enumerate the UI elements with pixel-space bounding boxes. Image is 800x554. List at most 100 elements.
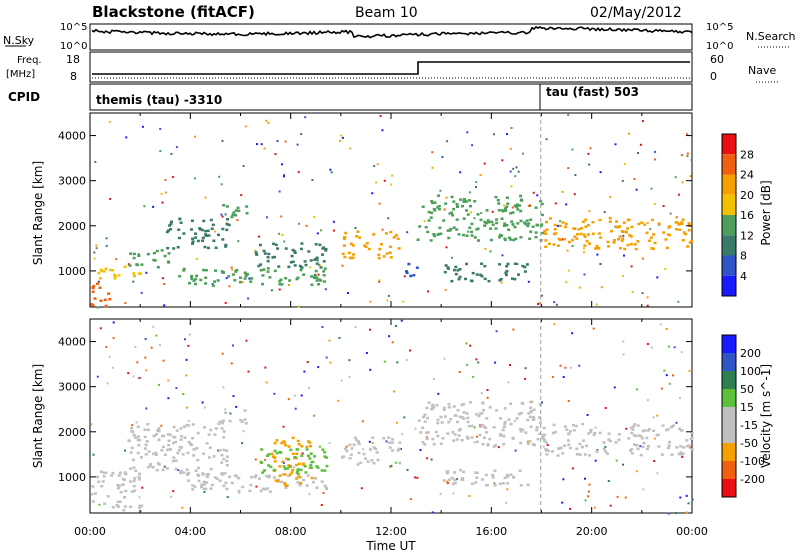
velocity-echo-pixel-3: [218, 479, 222, 482]
power-echo-pixel-6: [322, 260, 326, 263]
velocity-noise-pixel: [362, 448, 365, 451]
power-noise-pixel: [159, 127, 162, 130]
velocity-echo-pixel-7: [430, 407, 434, 411]
power-echo-pixel-11: [564, 222, 568, 226]
velocity-echo-pixel-9: [554, 430, 557, 434]
velocity-noise-pixel: [255, 485, 258, 488]
power-echo-pixel-5: [222, 271, 225, 274]
power-noise-pixel: [283, 174, 286, 177]
velocity-echo-pixel-5: [289, 465, 292, 468]
velocity-noise-pixel: [609, 504, 612, 507]
power-echo-pixel-9: [489, 238, 493, 242]
power-noise-pixel: [145, 271, 148, 274]
power-echo-pixel-3: [206, 229, 210, 233]
power-noise-pixel: [427, 290, 429, 293]
power-echo-pixel-9: [426, 230, 430, 234]
velocity-noise-pixel: [607, 480, 610, 482]
velocity-echo-pixel-9: [585, 444, 588, 448]
power-echo-pixel-9: [451, 214, 455, 217]
power-echo-pixel-6: [321, 253, 324, 256]
power-echo-pixel-9: [534, 206, 538, 209]
velocity-echo-pixel-0: [100, 470, 103, 473]
power-noise-pixel: [541, 294, 543, 297]
power-echo-pixel-11: [563, 238, 566, 241]
velocity-noise-pixel: [235, 405, 238, 408]
velocity-noise-pixel: [105, 345, 108, 348]
power-echo-pixel-11: [612, 241, 616, 244]
power-echo-pixel-5: [231, 273, 235, 276]
power-noise-pixel: [175, 146, 178, 149]
velocity-echo-pixel-5: [283, 467, 287, 471]
velocity-echo-pixel-7: [424, 431, 428, 434]
velocity-echo-pixel-3: [276, 478, 280, 482]
velocity-echo-pixel-0: [129, 505, 133, 508]
power-noise-pixel: [381, 129, 384, 132]
velocity-echo-pixel-1: [157, 427, 161, 430]
velocity-noise-pixel: [273, 392, 276, 395]
velocity-echo-pixel-4: [273, 460, 277, 463]
power-noise-pixel: [637, 152, 639, 154]
velocity-noise-pixel: [245, 339, 248, 342]
freq-tick-top: 18: [66, 53, 80, 66]
power-echo-pixel-9: [501, 210, 505, 213]
velocity-noise-pixel: [546, 444, 549, 446]
power-echo-pixel-9: [498, 233, 502, 237]
power-echo-pixel-3: [170, 220, 173, 223]
velocity-echo-pixel-3: [258, 477, 261, 480]
velocity-echo-pixel-7: [529, 425, 533, 429]
velocity-echo-pixel-7: [526, 442, 530, 445]
power-echo-pixel-3: [202, 219, 206, 223]
velocity-echo-pixel-3: [306, 474, 310, 477]
velocity-echo-pixel-1: [187, 424, 191, 427]
power-echo-pixel-5: [279, 278, 283, 281]
power-echo-pixel-11: [617, 238, 620, 241]
power-echo-pixel-7: [351, 244, 355, 247]
power-noise-pixel: [391, 174, 394, 177]
velocity-noise-pixel: [584, 477, 586, 480]
velocity-noise-pixel: [688, 369, 691, 372]
power-colorbar-label: Power [dB]: [759, 180, 773, 245]
velocity-echo-pixel-4: [291, 436, 295, 440]
velocity-echo-pixel-1: [175, 429, 179, 432]
power-noise-pixel: [281, 163, 283, 166]
velocity-echo-pixel-9: [581, 422, 585, 426]
power-echo-pixel-3: [227, 223, 231, 227]
velocity-noise-pixel: [337, 399, 340, 402]
power-echo-pixel-5: [322, 270, 326, 273]
velocity-echo-pixel-3: [193, 485, 197, 488]
nsearch-tick-bottom: 10^0: [706, 41, 733, 52]
time-tick-label: 04:00: [174, 525, 206, 538]
power-noise-pixel: [470, 211, 472, 214]
power-noise-pixel: [115, 258, 118, 261]
power-noise-pixel: [664, 267, 667, 270]
velocity-echo-pixel-9: [682, 446, 686, 449]
velocity-echo-pixel-9: [614, 441, 618, 444]
velocity-echo-pixel-1: [172, 456, 176, 459]
velocity-noise-pixel: [635, 470, 638, 473]
power-echo-pixel-11: [681, 218, 685, 221]
velocity-noise-pixel: [588, 483, 591, 486]
velocity-echo-pixel-7: [457, 434, 461, 437]
velocity-echo-pixel-5: [260, 448, 264, 451]
velocity-echo-pixel-5: [323, 469, 327, 472]
velocity-noise-pixel: [399, 448, 402, 450]
velocity-echo-pixel-2: [240, 420, 244, 424]
velocity-echo-pixel-3: [263, 488, 267, 491]
velocity-echo-pixel-0: [116, 505, 120, 508]
velocity-noise-pixel: [562, 478, 565, 481]
velocity-noise-pixel: [163, 465, 166, 468]
velocity-echo-pixel-0: [111, 471, 115, 475]
velocity-noise-pixel: [616, 495, 619, 498]
velocity-noise-pixel: [322, 492, 325, 494]
velocity-echo-pixel-3: [250, 475, 254, 479]
velocity-echo-pixel-7: [479, 425, 483, 428]
velocity-noise-pixel: [475, 358, 478, 361]
velocity-echo-pixel-6: [345, 449, 349, 453]
velocity-echo-pixel-1: [129, 467, 132, 470]
velocity-echo-pixel-1: [191, 437, 194, 440]
power-echo-pixel-2: [140, 263, 144, 266]
power-echo-pixel-3: [191, 237, 195, 241]
power-echo-pixel-7: [342, 237, 346, 241]
velocity-echo-pixel-7: [536, 437, 540, 441]
velocity-noise-pixel: [678, 397, 681, 400]
